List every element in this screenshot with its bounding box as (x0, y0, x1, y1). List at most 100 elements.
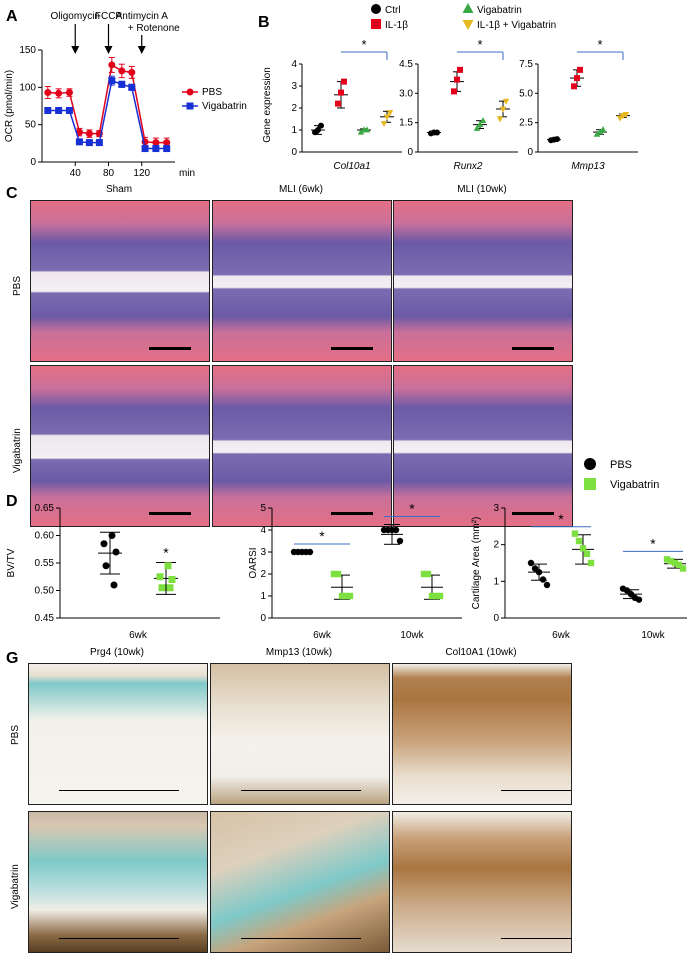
y-tick-label: 1 (260, 591, 266, 602)
legend-label: PBS (610, 459, 632, 471)
legend-label: Vigabatrin (610, 479, 659, 491)
row-label: PBS (12, 275, 23, 296)
x-tick-label: 120 (133, 168, 150, 179)
sig-star: * (650, 535, 656, 551)
annotation-label: Oligomycin (51, 11, 100, 22)
he-stain-image (212, 365, 392, 527)
x-tick-label: 80 (103, 168, 115, 179)
y-tick-label: 0.60 (35, 531, 55, 542)
legend-marker (371, 4, 381, 14)
y-tick-label: 4 (260, 525, 266, 536)
y-tick-label: 2 (291, 103, 297, 114)
chart-e-oarsi: 0 1 2 3 4 5 OARSI 6wk 10wk * * (248, 501, 462, 641)
y-tick-label: 0 (260, 613, 266, 624)
data-point (75, 138, 83, 146)
y-tick-label: 1 (493, 576, 499, 587)
data-point (44, 89, 52, 97)
row-label: Vigabatrin (10, 864, 21, 909)
scale-bar (59, 790, 179, 791)
data-point (499, 106, 507, 113)
scale-bar (331, 512, 373, 515)
data-point (100, 540, 108, 548)
y-axis-label: Gene expression (262, 67, 273, 143)
data-point (318, 122, 324, 129)
data-point (330, 570, 338, 578)
data-point (579, 545, 587, 552)
scale-bar (331, 347, 373, 350)
legend-label: Vigabatrin (477, 5, 522, 16)
data-point (575, 537, 583, 545)
x-tick-label: 6wk (313, 630, 332, 641)
he-stain-image (30, 200, 210, 362)
data-point (432, 592, 440, 600)
data-point (535, 568, 543, 576)
legend-label: Vigabatrin (202, 101, 247, 112)
y-tick-label: 3.0 (399, 88, 413, 99)
data-point (616, 115, 624, 122)
annotation-label: + Rotenone (128, 23, 180, 34)
y-tick-label: 5.0 (519, 88, 533, 99)
scale-bar (501, 790, 571, 791)
data-point (152, 145, 160, 153)
ihc-panel-g: Prg4 (10wk) Mmp13 (10wk) Col10A1 (10wk) PBS… (0, 645, 700, 953)
y-tick-label: 3 (493, 503, 499, 514)
sig-star: * (163, 544, 169, 560)
sig-star: * (361, 37, 366, 52)
he-stain-image (30, 365, 210, 527)
y-tick-label: 3 (291, 81, 297, 92)
data-point (663, 556, 671, 563)
data-point (543, 581, 551, 589)
y-axis-label: OARSI (248, 547, 259, 578)
panel-letter-g: G (6, 650, 19, 667)
data-point (424, 570, 432, 578)
data-point (380, 121, 388, 127)
chart-f-legend: PBS Vigabatrin (584, 458, 659, 491)
column-label: MLI (10wk) (457, 184, 507, 195)
subplot-title: Col10a1 (333, 161, 370, 172)
he-stain-image (393, 200, 573, 362)
data-point (571, 530, 579, 537)
data-point (315, 127, 321, 133)
annotation-arrowhead (137, 46, 146, 54)
data-point (596, 128, 604, 135)
data-point (342, 592, 350, 600)
legend-marker (186, 102, 194, 110)
legend-marker (186, 88, 194, 96)
data-point (346, 592, 354, 600)
data-point (166, 584, 174, 592)
data-point (168, 576, 176, 583)
data-point (675, 561, 683, 569)
data-point (587, 559, 595, 567)
ihc-stain-image (28, 811, 208, 953)
data-point (108, 61, 116, 69)
row-label: Vigabatrin (12, 428, 23, 473)
sig-star: * (319, 528, 325, 544)
data-point (396, 537, 404, 545)
y-tick-label: 2.5 (519, 118, 533, 129)
data-point (527, 559, 535, 567)
data-point (496, 116, 504, 123)
legend-label: IL-1β (385, 20, 408, 31)
data-point (679, 565, 687, 572)
subplot-title: Runx2 (454, 161, 483, 172)
data-point (118, 80, 126, 88)
chart-f-cartilage-area: 0 1 2 3 Cartilage Area (mm²) 6wk 10wk * * (471, 503, 687, 641)
legend-label: IL-1β + Vigabatrin (477, 20, 556, 31)
legend-marker (584, 458, 596, 470)
data-point (671, 559, 679, 567)
data-point (392, 526, 400, 534)
data-point (428, 592, 436, 600)
legend-marker (462, 3, 474, 13)
y-axis-label: OCR (pmol/min) (4, 70, 15, 142)
data-point (158, 584, 166, 592)
y-tick-label: 4 (291, 59, 297, 70)
ihc-stain-image (392, 663, 572, 805)
annotation-arrowhead (104, 46, 113, 54)
data-point (363, 126, 371, 133)
he-stain-image (393, 365, 573, 527)
sig-star: * (558, 511, 564, 527)
panel-letter-a: A (6, 8, 18, 25)
data-point (163, 145, 171, 153)
data-point (128, 83, 136, 91)
data-point (128, 68, 136, 76)
